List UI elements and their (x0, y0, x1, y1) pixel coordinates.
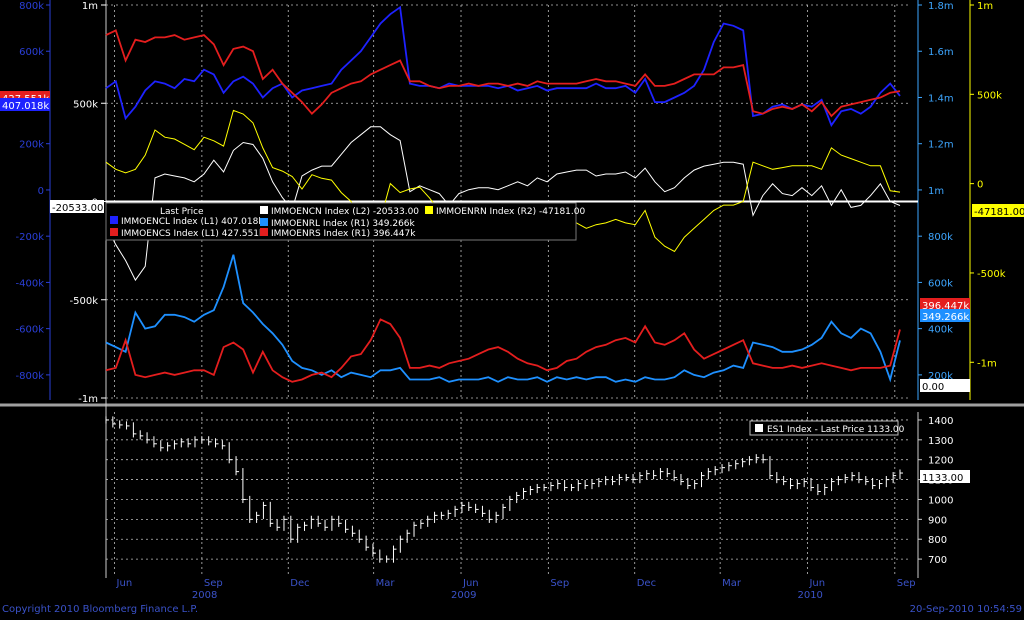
value-tag-zero-bg (920, 379, 970, 392)
axis-r1-label: 200k (928, 371, 953, 382)
axis-l2-label: -500k (70, 296, 99, 307)
legend-swatch (110, 216, 118, 224)
x-tick-label: Sep (550, 578, 569, 589)
es-value-tag-bg (920, 470, 970, 483)
value-tag-r1-red: 396.447k (922, 301, 969, 312)
es-axis-label: 1000 (928, 495, 953, 506)
value-tag-zero: 0.00 (922, 382, 944, 393)
axis-r1-label: 1.2m (928, 140, 954, 151)
value-tag-r1-red-bg (920, 298, 970, 311)
x-tick-label: Jun (808, 578, 825, 589)
axis-l1-label: -400k (16, 278, 45, 289)
es-axis-label: 1300 (928, 436, 953, 447)
x-year-label: 2009 (451, 590, 476, 601)
legend-swatch (260, 206, 268, 214)
value-tag-l1: 407.018k (2, 101, 49, 112)
legend-box (105, 202, 577, 241)
x-year-label: 2008 (192, 590, 217, 601)
axis-l2-label: 500k (73, 99, 98, 110)
legend-swatch (260, 218, 268, 226)
axis-r1-label: 1.6m (928, 47, 954, 58)
axis-r2-label: -500k (977, 269, 1006, 280)
axis-r2-label: -1m (977, 358, 997, 369)
axis-l2-label: -1m (78, 394, 98, 405)
x-tick-label: Jun (462, 578, 479, 589)
legend-label: IMMOENCN Index (L2) -20533.00 (271, 207, 419, 217)
x-tick-label: Mar (376, 578, 396, 589)
axis-r1-label: 1m (928, 186, 944, 197)
legend-swatch (425, 206, 433, 214)
axis-r2-label: 1m (977, 1, 993, 12)
axis-l2-label: 1m (82, 1, 98, 12)
es-value-tag: 1133.00 (922, 473, 963, 484)
x-tick-label: Jun (116, 578, 133, 589)
legend-swatch (110, 228, 118, 236)
value-tag-l2-bg (50, 200, 104, 213)
series-immoencl-line (105, 5, 901, 128)
series-immoenrl-line (105, 254, 901, 383)
x-tick-label: Mar (722, 578, 742, 589)
axis-r1-label: 600k (928, 278, 953, 289)
x-year-label: 2010 (797, 590, 822, 601)
es-legend-swatch (755, 424, 763, 432)
value-tag-r1-blue: 349.266k (922, 312, 969, 323)
axis-r2-label: 500k (977, 90, 1002, 101)
axis-l1-label: 600k (19, 47, 44, 58)
axis-r2-label: 0 (977, 180, 983, 191)
axis-l1-label: 200k (19, 140, 44, 151)
value-tag-l2: -20533.00 (52, 203, 103, 214)
es-axis-label: 1400 (928, 416, 953, 427)
legend-label: IMMOENRN Index (R2) -47181.00 (436, 207, 585, 217)
es-axis-label: 1200 (928, 456, 953, 467)
x-tick-label: Dec (637, 578, 656, 589)
axis-l1-label: 800k (19, 1, 44, 12)
series-immoenrs-line (105, 318, 901, 383)
axis-l1-label: -200k (16, 232, 45, 243)
es-legend-label: ES1 Index - Last Price 1133.00 (767, 425, 905, 435)
es-axis-label: 800 (928, 535, 947, 546)
legend-label: IMMOENRL Index (R1) 349.266k (271, 219, 416, 229)
es-axis-label: 900 (928, 515, 947, 526)
legend-label: IMMOENRS Index (R1) 396.447k (271, 229, 416, 239)
axis-l1-label: 0 (38, 186, 44, 197)
axis-r1-label: 400k (928, 325, 953, 336)
es-legend-box (749, 420, 899, 436)
series-immoencn-line (105, 126, 901, 282)
value-tag-l1-bg (0, 98, 50, 111)
legend-label: IMMOENCS Index (L1) 427.551k (121, 229, 265, 239)
axis-l1-label: -800k (16, 371, 45, 382)
footer-copyright: Copyright 2010 Bloomberg Finance L.P. (2, 604, 198, 615)
x-tick-label: Sep (897, 578, 916, 589)
value-tag-r2-bg (972, 204, 1024, 217)
axis-l1-label: -600k (16, 325, 45, 336)
value-tag-r2: -47181.00 (974, 207, 1024, 218)
legend-label: IMMOENCL Index (L1) 407.018k (121, 217, 264, 227)
x-tick-label: Sep (204, 578, 223, 589)
legend-title: Last Price (160, 207, 204, 217)
legend-swatch (260, 228, 268, 236)
x-tick-label: Dec (290, 578, 309, 589)
series-immoencs-line (105, 29, 901, 118)
axis-r1-label: 1.8m (928, 1, 954, 12)
footer-timestamp: 20-Sep-2010 10:54:59 (910, 604, 1022, 615)
axis-r1-label: 1.4m (928, 93, 954, 104)
es-axis-label: 700 (928, 555, 947, 566)
axis-r1-label: 800k (928, 232, 953, 243)
value-tag-r1-blue-bg (920, 309, 970, 322)
